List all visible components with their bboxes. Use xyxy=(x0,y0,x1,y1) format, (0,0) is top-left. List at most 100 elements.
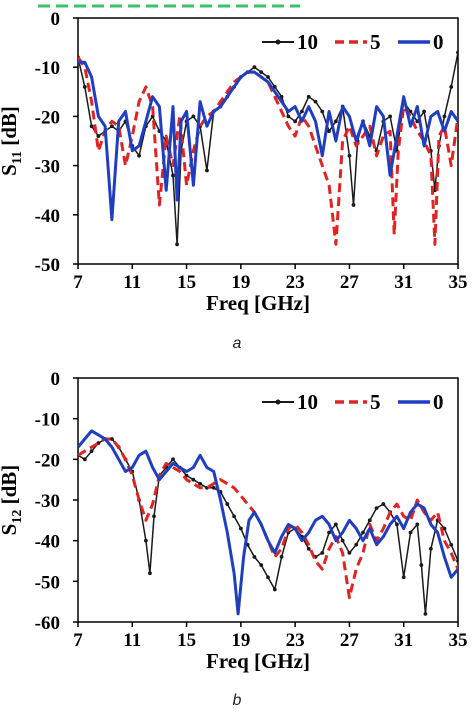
series-point-10 xyxy=(293,119,298,124)
x-tick-label: 19 xyxy=(231,272,250,293)
y-axis-label-unit: [dB] xyxy=(0,465,21,510)
x-tick-label: 27 xyxy=(340,630,360,651)
series-point-10 xyxy=(327,530,331,535)
series-point-10 xyxy=(340,538,345,543)
series-line-0 xyxy=(78,429,458,616)
legend-label-10: 10 xyxy=(297,390,318,414)
x-tick-label: 11 xyxy=(123,272,141,293)
series-point-10 xyxy=(306,94,311,99)
series-point-10 xyxy=(367,518,372,523)
legend-marker-10 xyxy=(275,39,281,45)
series-point-10 xyxy=(89,124,94,129)
series-point-10 xyxy=(381,502,386,506)
series-point-10 xyxy=(401,575,406,580)
series-point-10 xyxy=(252,65,257,70)
x-tick-label: 31 xyxy=(394,272,413,293)
series-point-10 xyxy=(266,575,270,580)
y-tick-label: -10 xyxy=(35,410,60,431)
series-point-10 xyxy=(150,114,155,119)
legend-label-5: 5 xyxy=(370,30,381,54)
y-axis-label-sub: 12 xyxy=(10,510,25,524)
y-tick-label: -20 xyxy=(35,450,60,471)
series-point-10 xyxy=(456,50,458,55)
series-point-10 xyxy=(313,99,318,104)
series-point-10 xyxy=(456,559,458,563)
x-axis-label: Freq [GHz] xyxy=(206,649,310,673)
y-axis-label: S11 [dB] xyxy=(0,106,25,176)
series-point-10 xyxy=(333,119,338,124)
legend: 10 5 0 xyxy=(262,390,444,414)
x-tick-label: 27 xyxy=(340,272,360,293)
series-point-10 xyxy=(306,546,311,551)
panel-caption: a xyxy=(233,335,242,352)
series-point-10 xyxy=(351,203,356,207)
series-point-10 xyxy=(442,114,447,119)
series-point-10 xyxy=(143,538,148,543)
series-point-10 xyxy=(232,514,236,519)
series-point-10 xyxy=(300,109,304,114)
series-point-10 xyxy=(211,485,216,490)
y-tick-label: -60 xyxy=(35,613,60,634)
series-point-10 xyxy=(422,109,426,114)
series-point-10 xyxy=(428,546,433,551)
y-tick-label: -30 xyxy=(35,157,60,178)
series-point-10 xyxy=(96,134,101,138)
legend-label-10: 10 xyxy=(297,30,318,54)
series-point-10 xyxy=(198,481,203,486)
series-point-10 xyxy=(442,526,447,531)
series-point-10 xyxy=(320,550,325,555)
series-line-0 xyxy=(78,60,458,222)
y-tick-label: 0 xyxy=(51,369,61,390)
y-tick-label: -40 xyxy=(35,206,60,227)
series-point-10 xyxy=(423,611,428,616)
y-tick-label: -20 xyxy=(35,107,60,128)
series-point-10 xyxy=(272,587,277,592)
series-point-10 xyxy=(238,526,243,531)
series-point-10 xyxy=(171,457,175,462)
legend-label-0: 0 xyxy=(433,30,444,54)
panel-caption: b xyxy=(233,692,242,709)
x-tick-label: 15 xyxy=(177,272,196,293)
series-point-10 xyxy=(110,124,114,129)
y-tick-label: 0 xyxy=(51,9,61,30)
series-point-10 xyxy=(354,542,359,547)
series-point-10 xyxy=(395,522,399,527)
chart-panel-b: 7 11 15 19 23 27 31 35 0 -10 -20 -30 -40 -50 -60 Freq [… xyxy=(0,369,468,709)
series-point-10 xyxy=(259,70,264,75)
data-area xyxy=(78,429,458,616)
series-point-10 xyxy=(110,437,114,441)
series-point-10 xyxy=(152,514,156,519)
x-tick-label: 35 xyxy=(449,272,468,293)
series-point-10 xyxy=(191,114,196,119)
y-tick-label: -50 xyxy=(35,255,60,276)
series-point-10 xyxy=(327,129,331,134)
y-tick-label: -40 xyxy=(35,532,60,553)
y-tick-label: -30 xyxy=(35,491,60,512)
x-tick-label: 31 xyxy=(394,630,413,651)
x-tick-label: 23 xyxy=(286,630,305,651)
y-axis-label-sub: 11 xyxy=(10,151,25,164)
series-point-10 xyxy=(252,555,257,559)
y-axis-label-unit: [dB] xyxy=(0,106,21,151)
y-tick-label: -50 xyxy=(35,572,60,593)
series-point-10 xyxy=(205,168,209,173)
series-point-10 xyxy=(286,114,291,119)
data-area xyxy=(78,50,458,247)
legend: 10 5 0 xyxy=(262,30,444,54)
y-axis-label-main: S xyxy=(0,164,21,176)
series-point-10 xyxy=(449,542,454,547)
series-point-10 xyxy=(266,75,270,79)
series-point-10 xyxy=(408,530,413,535)
series-point-10 xyxy=(374,506,379,511)
chart-panel-a: 7 11 15 19 23 27 31 35 0 -10 -20 -30 -40 -50 Freq [GHz… xyxy=(0,9,468,352)
series-point-10 xyxy=(320,109,325,114)
legend-label-5: 5 xyxy=(370,390,381,414)
legend-marker-10 xyxy=(275,399,281,405)
series-point-10 xyxy=(279,555,284,559)
series-point-10 xyxy=(225,502,230,506)
series-point-10 xyxy=(347,550,352,555)
series-point-10 xyxy=(419,563,424,567)
series-point-10 xyxy=(82,457,87,462)
y-tick-label: -10 xyxy=(35,58,60,79)
